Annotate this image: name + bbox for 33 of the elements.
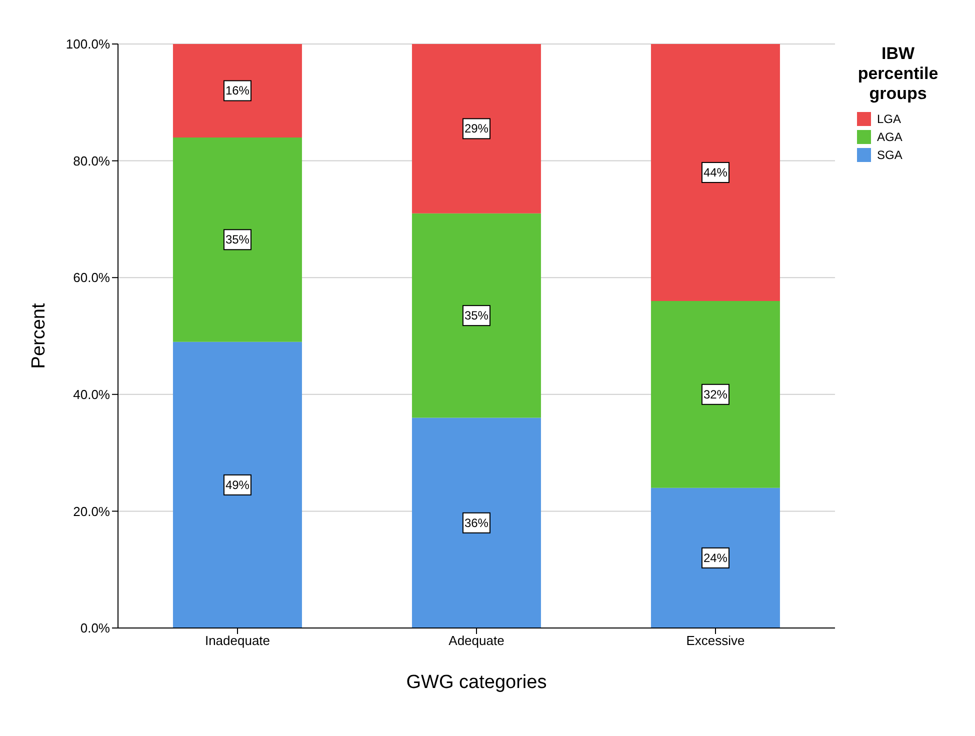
legend-label: LGA	[876, 111, 902, 128]
x-tick-label: Inadequate	[204, 633, 270, 648]
data-label: 32%	[703, 387, 728, 402]
bar	[650, 300, 780, 488]
y-tick-label: 100.0%	[66, 36, 110, 52]
data-label: 35%	[225, 232, 250, 247]
data-label: 24%	[703, 550, 728, 565]
data-label: 29%	[464, 122, 489, 136]
bar	[412, 213, 541, 418]
bar	[650, 44, 780, 301]
bar	[412, 44, 541, 214]
x-axis-title: GWG categories	[406, 672, 547, 693]
data-label: 49%	[225, 478, 250, 492]
bar	[650, 488, 780, 628]
legend-label: AGA	[876, 129, 904, 146]
x-tick-label: Excessive	[686, 633, 745, 648]
y-tick-label: 40.0%	[73, 387, 110, 402]
y-tick-label: 80.0%	[73, 153, 110, 168]
data-label: 36%	[464, 516, 489, 530]
data-label: 16%	[225, 84, 250, 98]
y-tick-label: 60.0%	[73, 270, 110, 286]
y-axis-title: Percent	[28, 302, 50, 369]
y-tick-label: 20.0%	[73, 504, 110, 519]
legend-title: IBW percentile groups	[856, 44, 940, 104]
data-label: 35%	[464, 308, 489, 323]
x-tick-label: Adequate	[448, 633, 504, 648]
bar	[172, 44, 302, 138]
legend-label: SGA	[876, 147, 904, 164]
bar	[172, 137, 302, 342]
data-label: 44%	[703, 165, 728, 180]
y-tick-label: 0.0%	[80, 620, 110, 636]
bar	[172, 342, 302, 628]
bar	[412, 418, 541, 628]
